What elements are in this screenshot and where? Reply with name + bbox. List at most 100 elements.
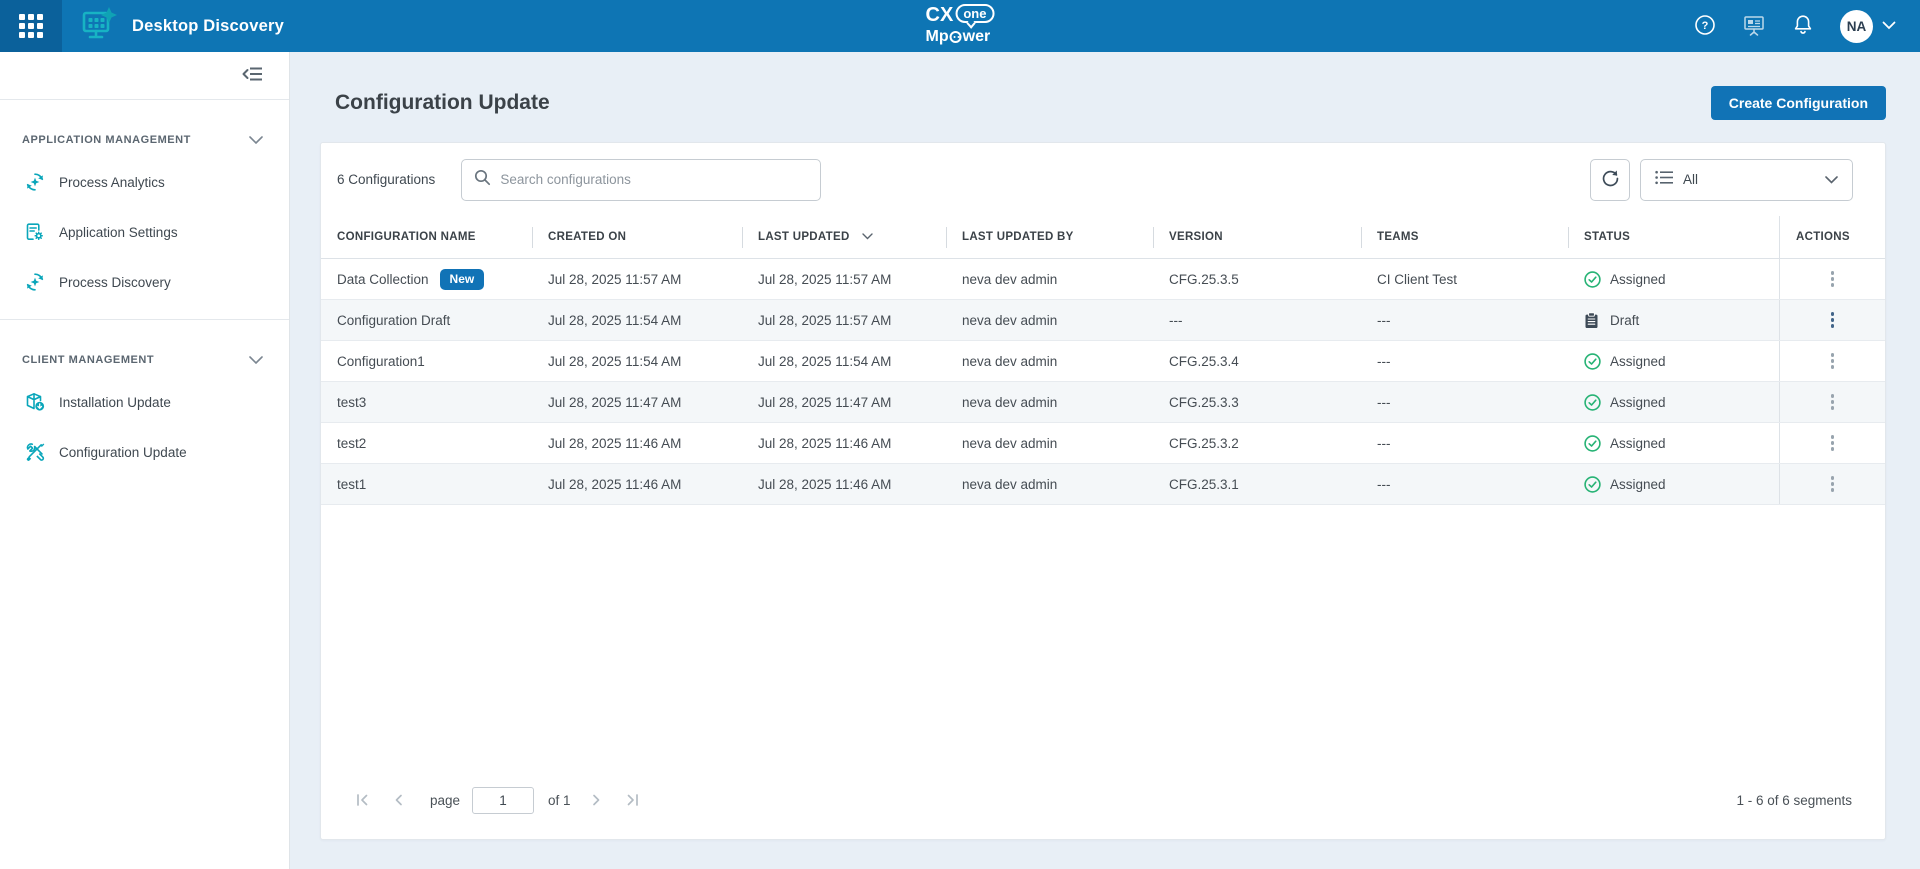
cell-last-updated-by: neva dev admin	[946, 464, 1153, 504]
table-row[interactable]: Configuration1 Jul 28, 2025 11:54 AM Jul 2…	[321, 341, 1885, 382]
desktop-discovery-icon	[78, 6, 118, 47]
cell-version: CFG.25.3.5	[1153, 259, 1361, 299]
sidebar-item-application-settings[interactable]: Application Settings	[0, 207, 289, 257]
created-on-value: Jul 28, 2025 11:57 AM	[548, 271, 682, 287]
last-page-button[interactable]	[621, 789, 644, 811]
app-launcher-button[interactable]	[0, 0, 62, 52]
sidebar-item-process-discovery[interactable]: Process Discovery	[0, 257, 289, 307]
installation-update-icon	[25, 392, 45, 412]
brand-mpower-end: wer	[962, 28, 991, 45]
teams-value: CI Client Test	[1377, 271, 1458, 287]
configurations-table: CONFIGURATION NAME CREATED ON LAST UPDATED…	[321, 216, 1885, 505]
column-header-status[interactable]: STATUS	[1568, 216, 1779, 258]
help-button[interactable]: ?	[1694, 14, 1716, 39]
status-label: Draft	[1610, 312, 1640, 328]
sidebar-section-header-application-management[interactable]: APPLICATION MANAGEMENT	[0, 131, 289, 149]
previous-page-button[interactable]	[388, 789, 408, 811]
page-title: Configuration Update	[335, 91, 550, 114]
create-configuration-button[interactable]: Create Configuration	[1710, 86, 1886, 120]
last-updated-value: Jul 28, 2025 11:46 AM	[758, 476, 892, 492]
cell-created-on: Jul 28, 2025 11:46 AM	[532, 464, 742, 504]
configuration-update-icon	[25, 442, 45, 462]
cell-status: Assigned	[1568, 464, 1779, 504]
user-menu[interactable]: NA	[1840, 9, 1896, 43]
row-actions-menu-button[interactable]	[1821, 265, 1845, 293]
sidebar-item-installation-update[interactable]: Installation Update	[0, 377, 289, 427]
row-actions-menu-button[interactable]	[1821, 306, 1845, 334]
configuration-name: test2	[337, 435, 367, 451]
created-on-value: Jul 28, 2025 11:54 AM	[548, 312, 682, 328]
cell-last-updated-by: neva dev admin	[946, 341, 1153, 381]
column-header-last-updated-by[interactable]: LAST UPDATED BY	[946, 216, 1153, 258]
table-row[interactable]: test3 Jul 28, 2025 11:47 AM Jul 28, 2025 1…	[321, 382, 1885, 423]
configuration-name: test3	[337, 394, 367, 410]
sidebar-item-label: Process Analytics	[59, 174, 165, 190]
app-grid-icon	[19, 14, 43, 38]
cell-last-updated: Jul 28, 2025 11:57 AM	[742, 259, 946, 299]
search-input[interactable]	[500, 172, 809, 187]
sidebar-section-header-client-management[interactable]: CLIENT MANAGEMENT	[0, 351, 289, 369]
column-header-configuration-name[interactable]: CONFIGURATION NAME	[321, 216, 532, 258]
row-actions-menu-button[interactable]	[1821, 388, 1845, 416]
cell-status: Draft	[1568, 300, 1779, 340]
status-label: Assigned	[1610, 435, 1666, 451]
search-icon	[474, 169, 491, 191]
row-actions-menu-button[interactable]	[1821, 347, 1845, 375]
application-settings-icon	[25, 222, 45, 242]
dropdown-chevron-icon	[1825, 171, 1838, 189]
sidebar-item-label: Process Discovery	[59, 274, 171, 290]
notifications-button[interactable]	[1792, 13, 1814, 39]
status-label: Assigned	[1610, 394, 1666, 410]
configurations-count: 6 Configurations	[337, 172, 436, 187]
table-row[interactable]: test2 Jul 28, 2025 11:46 AM Jul 28, 2025 1…	[321, 423, 1885, 464]
cell-configuration-name: test3	[321, 382, 532, 422]
cell-last-updated: Jul 28, 2025 11:46 AM	[742, 464, 946, 504]
column-header-label: TEAMS	[1377, 231, 1419, 243]
sidebar-item-configuration-update[interactable]: Configuration Update	[0, 427, 289, 477]
status-assigned-icon	[1584, 434, 1601, 452]
cell-created-on: Jul 28, 2025 11:57 AM	[532, 259, 742, 299]
column-header-label: VERSION	[1169, 231, 1223, 243]
table-row[interactable]: test1 Jul 28, 2025 11:46 AM Jul 28, 2025 1…	[321, 464, 1885, 505]
refresh-button[interactable]	[1590, 158, 1630, 201]
column-header-actions[interactable]: ACTIONS	[1779, 216, 1885, 258]
last-updated-value: Jul 28, 2025 11:57 AM	[758, 271, 892, 287]
teams-value: ---	[1377, 312, 1391, 328]
cell-configuration-name: test1	[321, 464, 532, 504]
column-header-version[interactable]: VERSION	[1153, 216, 1361, 258]
table-row[interactable]: Configuration Draft Jul 28, 2025 11:54 AM…	[321, 300, 1885, 341]
process-discovery-icon	[25, 272, 45, 292]
version-value: ---	[1169, 312, 1183, 328]
sidebar-item-process-analytics[interactable]: Process Analytics	[0, 157, 289, 207]
status-filter-dropdown[interactable]: All	[1640, 158, 1853, 201]
cell-last-updated: Jul 28, 2025 11:47 AM	[742, 382, 946, 422]
product-logo: Desktop Discovery	[78, 6, 284, 47]
status-label: Assigned	[1610, 353, 1666, 369]
table-row[interactable]: Data Collection New Jul 28, 2025 11:57 AM J…	[321, 259, 1885, 300]
configuration-name: Configuration Draft	[337, 312, 451, 328]
guide-button[interactable]	[1742, 14, 1766, 39]
row-actions-menu-button[interactable]	[1821, 429, 1845, 457]
cell-actions	[1779, 464, 1885, 504]
status-assigned-icon	[1584, 270, 1601, 288]
row-actions-menu-button[interactable]	[1821, 470, 1845, 498]
version-value: CFG.25.3.1	[1169, 476, 1239, 492]
last-updated-by-value: neva dev admin	[962, 394, 1058, 410]
cell-version: CFG.25.3.4	[1153, 341, 1361, 381]
next-page-button[interactable]	[587, 789, 607, 811]
cell-created-on: Jul 28, 2025 11:47 AM	[532, 382, 742, 422]
cell-last-updated: Jul 28, 2025 11:57 AM	[742, 300, 946, 340]
column-header-created-on[interactable]: CREATED ON	[532, 216, 742, 258]
list-filter-icon	[1655, 170, 1674, 190]
sidebar-collapse-button[interactable]	[241, 66, 263, 85]
column-header-last-updated[interactable]: LAST UPDATED	[742, 216, 946, 258]
first-page-button[interactable]	[351, 789, 374, 811]
sidebar-item-label: Installation Update	[59, 394, 171, 410]
page-number-input[interactable]	[472, 786, 535, 814]
teams-value: ---	[1377, 476, 1391, 492]
sort-down-icon	[861, 231, 873, 243]
cell-teams: ---	[1361, 300, 1568, 340]
cell-last-updated: Jul 28, 2025 11:46 AM	[742, 423, 946, 463]
cell-configuration-name: Configuration1	[321, 341, 532, 381]
column-header-teams[interactable]: TEAMS	[1361, 216, 1568, 258]
